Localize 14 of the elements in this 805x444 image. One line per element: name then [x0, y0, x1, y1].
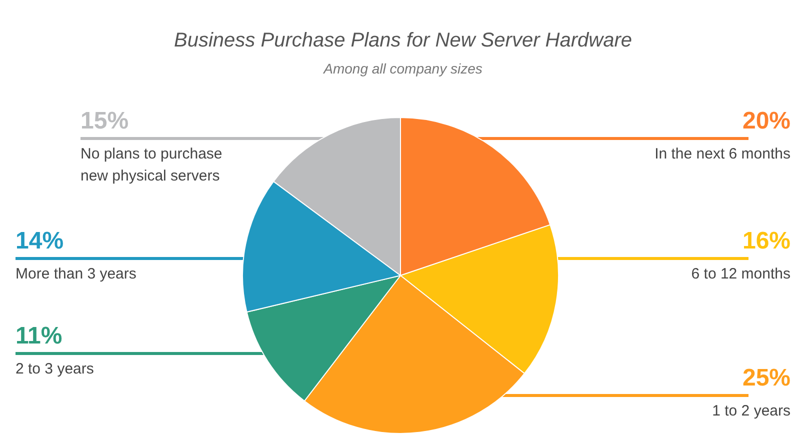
slice-label: 2 to 3 years	[16, 360, 94, 378]
slice-label: 6 to 12 months	[691, 266, 791, 282]
data-label: 14%	[16, 228, 64, 254]
data-label: 11%	[16, 322, 62, 350]
chart-title: Business Purchase Plans for New Server Hardware	[174, 30, 632, 52]
slice-label: 1 to 2 years	[712, 402, 791, 420]
data-label: 20%	[742, 108, 791, 134]
slice-label: More than 3 years	[16, 266, 136, 282]
data-label: 25%	[742, 364, 791, 392]
slice-label: In the next 6 months	[654, 146, 791, 162]
data-label: 16%	[742, 228, 791, 254]
chart-subtitle: Among all company sizes	[322, 60, 482, 76]
data-label: 15%	[80, 108, 129, 134]
slice-label: No plans to purchase new physical servers	[80, 146, 222, 185]
